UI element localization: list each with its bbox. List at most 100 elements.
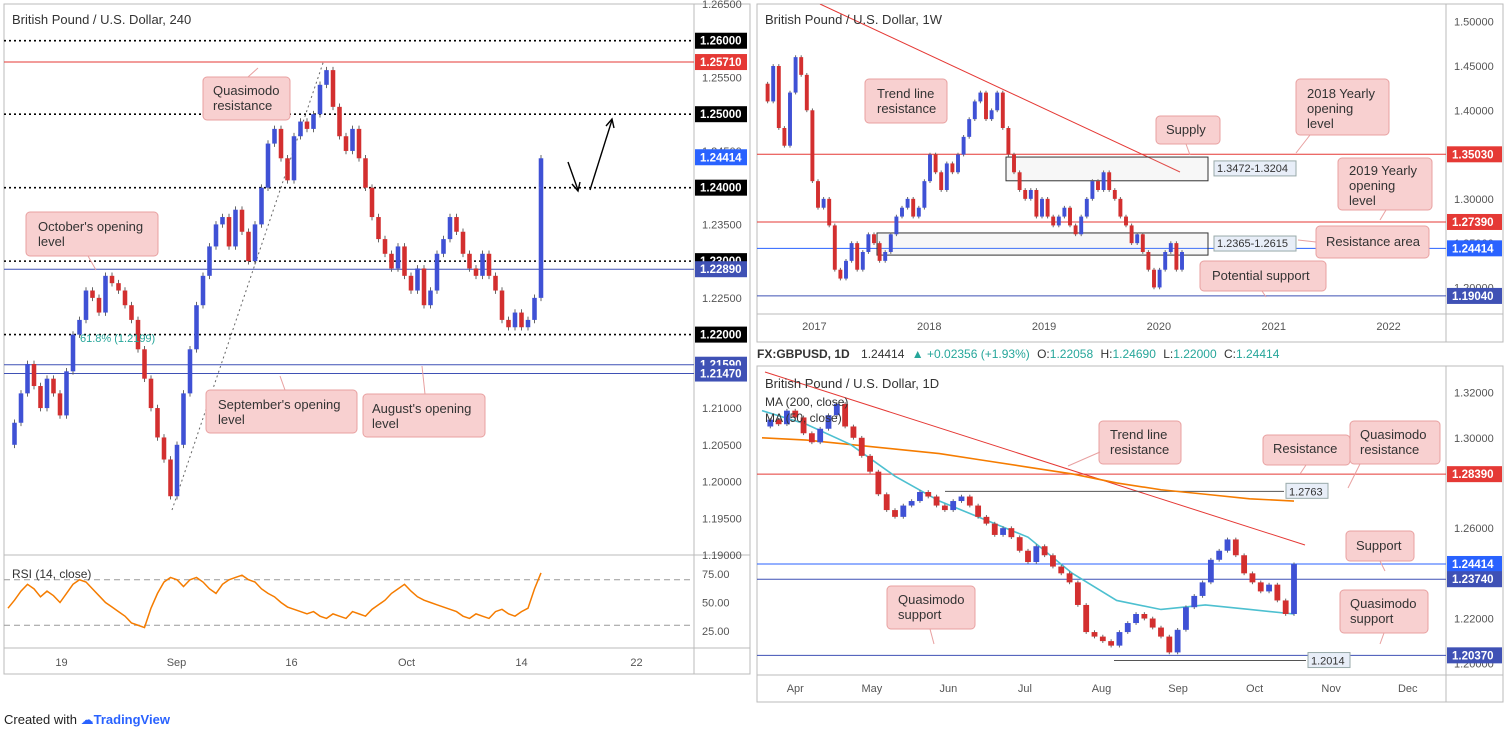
zone-label: 1.2365-1.2615 xyxy=(1217,238,1288,250)
candle-body xyxy=(939,172,944,190)
candle-body xyxy=(83,290,89,320)
price-tag-label: 1.22890 xyxy=(700,264,742,276)
price-tag xyxy=(695,365,747,382)
candle-body xyxy=(460,231,466,254)
candle-body xyxy=(506,319,511,328)
candle-body xyxy=(1157,269,1162,288)
candle-body xyxy=(810,110,815,182)
series-line xyxy=(761,409,1295,615)
price-tag xyxy=(1447,466,1502,483)
candle-body xyxy=(842,403,849,427)
candle-body xyxy=(917,492,923,502)
x-tick-label: 16 xyxy=(285,657,297,669)
annotation-2018-yearly: 2018 Yearly opening level xyxy=(1295,78,1390,154)
y-tick-label: 1.25500 xyxy=(702,72,742,84)
candle-body xyxy=(1224,539,1231,551)
candle-body xyxy=(200,275,206,306)
candle-body xyxy=(1112,190,1117,199)
annotation-potential-support: Potential support xyxy=(1199,260,1327,298)
y-tick-label: 1.30000 xyxy=(1454,433,1494,445)
price-tag-label: 1.24000 xyxy=(700,183,742,195)
candle-body xyxy=(855,243,860,270)
candle-body xyxy=(1096,181,1100,190)
candle-body xyxy=(989,110,994,120)
trend-arrows xyxy=(567,117,615,193)
price-tag-label: 1.24414 xyxy=(1452,243,1494,255)
candle-body xyxy=(395,246,401,269)
candle-body xyxy=(1129,225,1134,244)
candle-body xyxy=(933,154,938,173)
candle-body xyxy=(1107,172,1112,190)
candle-body xyxy=(776,66,781,128)
zone-box xyxy=(876,232,1209,256)
candle-body xyxy=(265,143,271,188)
candle-body xyxy=(808,433,815,443)
candle-body xyxy=(867,455,873,472)
candle-body xyxy=(961,136,966,155)
zone-label-box xyxy=(1213,235,1297,252)
price-tag-label: 1.25000 xyxy=(700,109,742,121)
candle-body xyxy=(933,496,940,506)
candle-body xyxy=(1266,584,1272,592)
y-tick-label: 1.19500 xyxy=(702,513,742,525)
candle-body xyxy=(1168,243,1173,252)
candle-body xyxy=(1083,604,1090,633)
candle-body xyxy=(233,209,238,247)
candle-body xyxy=(1006,128,1011,155)
candle-body xyxy=(376,217,381,240)
candle-body xyxy=(1101,172,1106,190)
x-tick-label: Sep xyxy=(167,657,187,669)
candle-body xyxy=(1216,550,1223,560)
candle-body xyxy=(532,297,537,320)
candle-body xyxy=(950,501,957,511)
candle-body xyxy=(1291,564,1297,614)
candle-body xyxy=(1090,181,1095,199)
candle-body xyxy=(31,363,37,387)
candle-body xyxy=(1000,92,1005,128)
price-tag xyxy=(695,326,747,343)
price-tag xyxy=(695,149,747,166)
candle-body xyxy=(866,234,871,252)
candle-body xyxy=(44,378,50,409)
rsi-label: RSI (14, close) xyxy=(12,567,91,581)
candle-body xyxy=(771,66,776,102)
y-tick-label: 1.20000 xyxy=(702,477,742,489)
candle-body xyxy=(825,415,832,429)
annotation-augusts-opening: August's opening level xyxy=(362,365,486,438)
candle-body xyxy=(1091,632,1098,637)
candle-body xyxy=(382,239,388,254)
svg-text:FX:GBPUSD, 1D 1.24414: FX:GBPUSD, 1D 1.24414 ▲ +0.02356 (+1.93%… xyxy=(757,347,1280,361)
price-tag xyxy=(695,106,747,123)
tradingview-link[interactable]: TradingView xyxy=(93,712,170,727)
candle-body xyxy=(1000,528,1006,535)
annotation-support-daily: Support xyxy=(1345,530,1415,572)
candle-body xyxy=(1045,198,1050,217)
y-tick-label: 1.23500 xyxy=(702,219,742,231)
candle-body xyxy=(441,239,446,254)
candle-body xyxy=(1124,216,1128,226)
price-tag-label: 1.24414 xyxy=(700,152,742,164)
annotation-quasimodo-support-left: Quasimodo support xyxy=(886,585,976,645)
candle-body xyxy=(816,181,820,208)
candle-body xyxy=(402,246,407,276)
x-tick-label: 22 xyxy=(630,657,642,669)
candle-body xyxy=(800,417,807,434)
legend-ma50: MA (50, close) xyxy=(765,411,842,425)
price-tag-label: 1.25710 xyxy=(700,57,742,69)
y-tick-label: 1.45000 xyxy=(1454,61,1494,73)
marked-label: 1.2014 xyxy=(1311,656,1345,668)
candle-body xyxy=(849,243,854,261)
x-tick-label: 2020 xyxy=(1147,321,1171,333)
candle-body xyxy=(142,349,147,379)
panel-4h: 1.265001.255001.245001.235001.225001.210… xyxy=(3,0,751,675)
candle-body xyxy=(467,253,472,269)
candle-body xyxy=(428,290,433,306)
candle-body xyxy=(1108,641,1115,646)
candle-body xyxy=(1056,216,1061,226)
x-tick-label: Oct xyxy=(398,657,415,669)
candle-body xyxy=(109,275,115,284)
y-tick-label: 1.40000 xyxy=(1454,105,1494,117)
y-tick-label: 1.30000 xyxy=(1454,194,1494,206)
